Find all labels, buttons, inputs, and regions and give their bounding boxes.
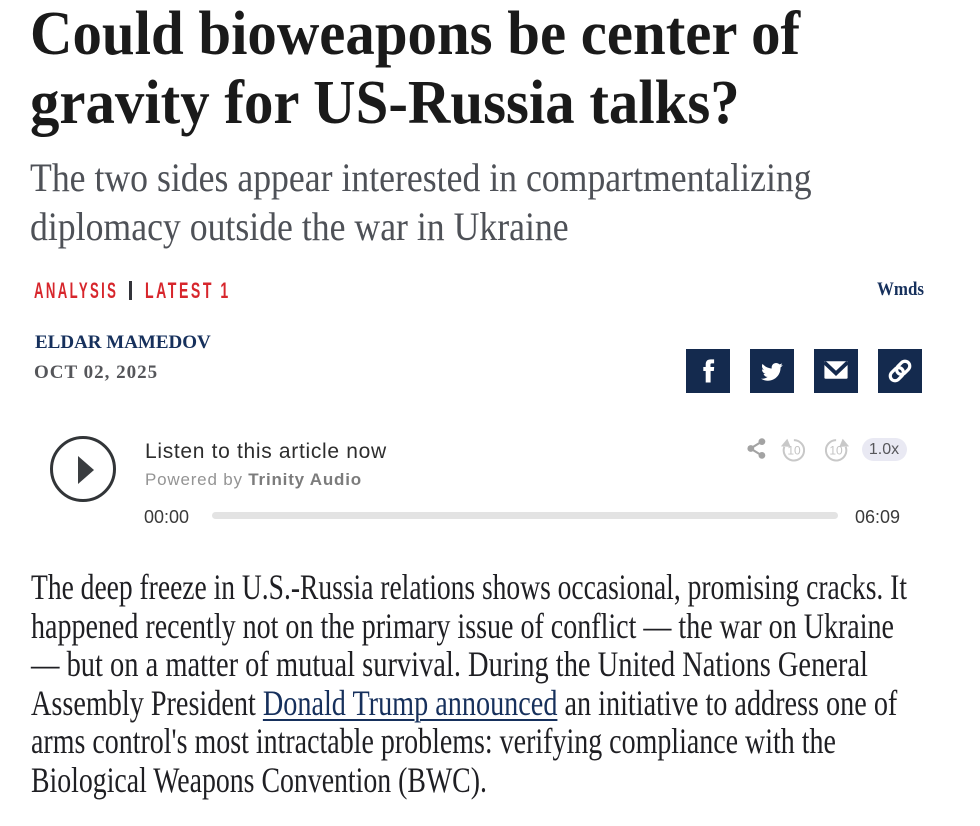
svg-text:10: 10 — [829, 444, 843, 458]
svg-text:10: 10 — [787, 444, 801, 458]
